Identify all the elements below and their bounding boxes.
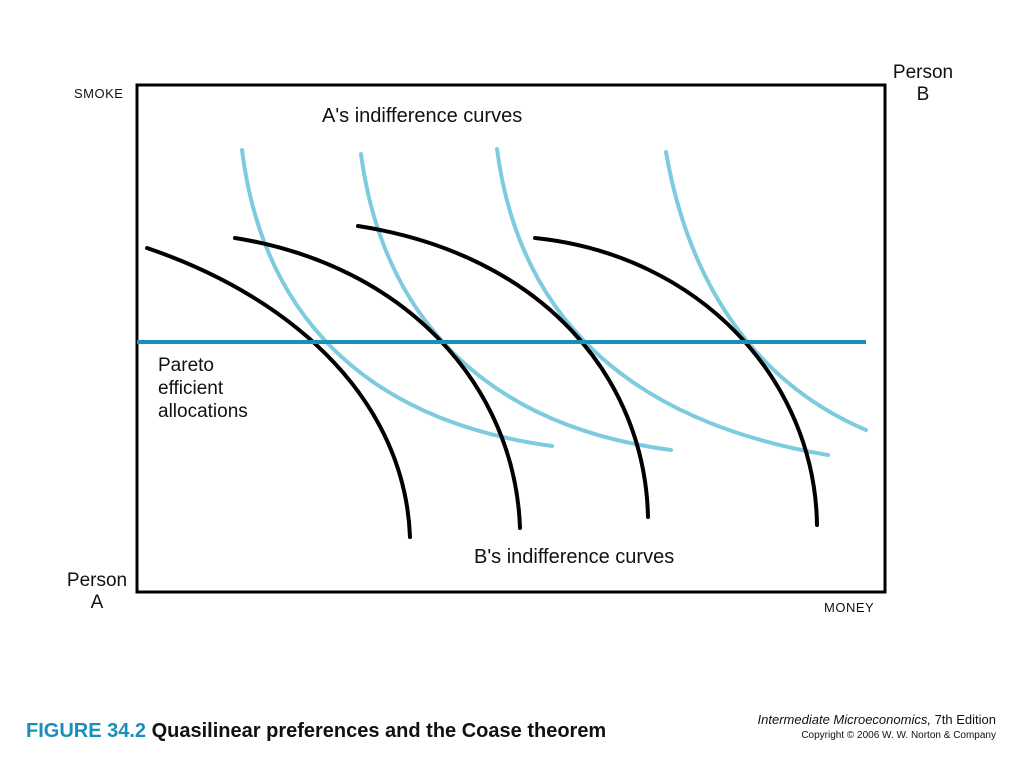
b-indifference-curve bbox=[533, 236, 819, 527]
x-axis-label: MONEY bbox=[824, 600, 875, 615]
person-b-word: Person bbox=[892, 62, 954, 83]
book-edition: 7th Edition bbox=[930, 712, 996, 727]
figure-title: Quasilinear preferences and the Coase th… bbox=[151, 720, 607, 742]
figure-caption: FIGURE 34.2 Quasilinear preferences and … bbox=[26, 720, 606, 743]
copyright-notice: Copyright © 2006 W. W. Norton & Company bbox=[801, 730, 996, 741]
pareto-label-line: allocations bbox=[158, 401, 248, 422]
pareto-label-line: efficient bbox=[158, 378, 224, 399]
a-indifference-curve bbox=[495, 147, 830, 457]
b-indifference-curve bbox=[233, 236, 522, 530]
b-indifference-curves bbox=[145, 224, 819, 539]
figure-number: FIGURE 34.2 bbox=[26, 720, 147, 742]
person-a-letter: A bbox=[90, 592, 104, 613]
edgeworth-box-frame bbox=[135, 83, 887, 594]
person-a-word: Person bbox=[66, 570, 128, 591]
a-indifference-curves bbox=[240, 147, 868, 457]
y-axis-label: SMOKE bbox=[74, 86, 124, 101]
a-indifference-curve bbox=[664, 150, 868, 432]
person-b-origin-label: Person B bbox=[888, 62, 958, 106]
b-indifference-curve bbox=[356, 224, 650, 519]
b-indifference-curve bbox=[145, 246, 412, 539]
book-credit: Intermediate Microeconomics, 7th Edition bbox=[758, 712, 996, 727]
pareto-label: Pareto efficient allocations bbox=[158, 354, 298, 423]
pareto-label-line: Pareto bbox=[158, 355, 214, 376]
b-curves-label: B's indifference curves bbox=[474, 546, 675, 568]
a-curves-label: A's indifference curves bbox=[322, 105, 523, 127]
person-a-origin-label: Person A bbox=[62, 570, 132, 614]
book-title: Intermediate Microeconomics, bbox=[757, 712, 931, 727]
a-indifference-curve bbox=[240, 148, 554, 448]
person-b-letter: B bbox=[916, 84, 930, 105]
